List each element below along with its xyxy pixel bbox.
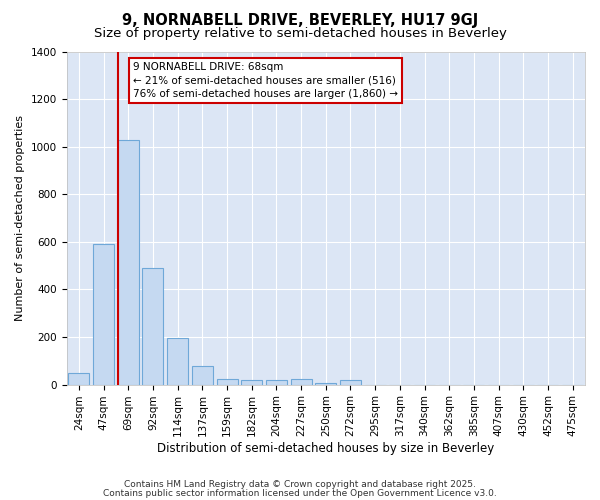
Text: 9, NORNABELL DRIVE, BEVERLEY, HU17 9GJ: 9, NORNABELL DRIVE, BEVERLEY, HU17 9GJ <box>122 12 478 28</box>
Bar <box>142 268 163 384</box>
Bar <box>167 338 188 384</box>
Text: 9 NORNABELL DRIVE: 68sqm
← 21% of semi-detached houses are smaller (516)
76% of : 9 NORNABELL DRIVE: 68sqm ← 21% of semi-d… <box>133 62 398 98</box>
Bar <box>192 366 213 384</box>
Bar <box>68 374 89 384</box>
Text: Size of property relative to semi-detached houses in Beverley: Size of property relative to semi-detach… <box>94 28 506 40</box>
Text: Contains HM Land Registry data © Crown copyright and database right 2025.: Contains HM Land Registry data © Crown c… <box>124 480 476 489</box>
Bar <box>290 380 311 384</box>
X-axis label: Distribution of semi-detached houses by size in Beverley: Distribution of semi-detached houses by … <box>157 442 494 455</box>
Bar <box>118 140 139 384</box>
Text: Contains public sector information licensed under the Open Government Licence v3: Contains public sector information licen… <box>103 488 497 498</box>
Y-axis label: Number of semi-detached properties: Number of semi-detached properties <box>15 115 25 321</box>
Bar <box>93 244 114 384</box>
Bar <box>340 380 361 384</box>
Bar <box>241 380 262 384</box>
Bar <box>266 380 287 384</box>
Bar <box>217 378 238 384</box>
